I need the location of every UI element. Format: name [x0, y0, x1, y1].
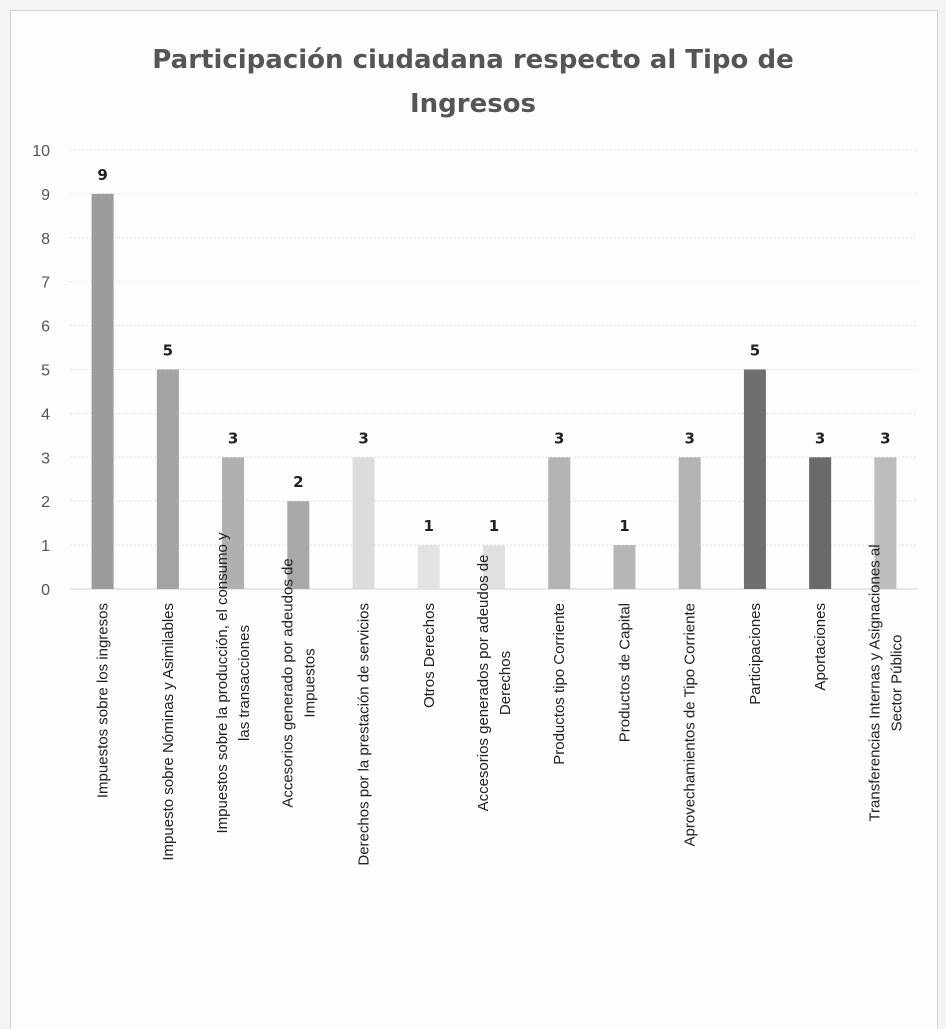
x-tick-label: Otros Derechos: [421, 603, 438, 708]
data-label: 2: [293, 473, 303, 491]
x-tick-label-line: Participaciones: [747, 603, 764, 705]
x-tick-label: Aprovechamientos de Tipo Corriente: [682, 603, 699, 846]
chart-title: Participación ciudadana respecto al Tipo…: [0, 38, 946, 126]
bar: [743, 369, 766, 589]
y-tick-label: 10: [32, 143, 50, 160]
data-label: 1: [619, 517, 629, 535]
x-tick-label: Aportaciones: [812, 603, 829, 691]
bar: [156, 369, 179, 589]
data-labels: 9 5 3 2 3 1 1 3 1 3 5 3 3: [97, 166, 890, 535]
x-tick-label-line: Productos tipo Corriente: [551, 603, 568, 765]
bar: [91, 193, 114, 589]
x-tick-label: Impuestos sobre los ingresos: [95, 603, 112, 798]
y-tick-label: 3: [41, 450, 50, 467]
bars: [91, 193, 897, 589]
data-label: 1: [424, 517, 434, 535]
bar: [287, 501, 310, 589]
x-tick-label-line: Impuestos: [301, 648, 318, 717]
x-tick-label: Transferencias Internas y Asignaciones a…: [866, 544, 905, 821]
x-tick-label-line: Transferencias Internas y Asignaciones a…: [866, 544, 883, 821]
x-tick-label-line: Aportaciones: [812, 603, 829, 691]
bar: [417, 545, 440, 589]
data-label: 3: [815, 429, 825, 447]
data-label: 5: [163, 342, 173, 360]
x-tick-label: Productos tipo Corriente: [551, 603, 568, 765]
x-tick-label-line: Derechos: [497, 651, 514, 715]
gridlines: [70, 149, 918, 546]
bar: [613, 545, 636, 589]
bar: [222, 457, 245, 589]
data-label: 9: [97, 166, 107, 184]
y-tick-label: 8: [41, 231, 50, 248]
x-tick-label-line: Aprovechamientos de Tipo Corriente: [682, 603, 699, 846]
x-tick-label: Impuestos sobre la producción, el consum…: [214, 532, 253, 833]
y-tick-label: 6: [41, 319, 50, 336]
data-label: 3: [684, 429, 694, 447]
bar: [874, 457, 897, 589]
data-label: 3: [228, 429, 238, 447]
x-tick-label-line: Accesorios generado por adeudos de: [279, 558, 296, 807]
data-label: 3: [880, 429, 890, 447]
x-tick-label-line: Productos de Capital: [616, 603, 633, 742]
y-tick-label: 1: [41, 538, 50, 555]
data-label: 3: [554, 429, 564, 447]
x-tick-label: Derechos por la prestación de servicios: [356, 603, 373, 866]
x-tick-label-line: Impuestos sobre la producción, el consum…: [214, 532, 231, 833]
y-tick-label: 4: [41, 406, 50, 423]
y-axis-ticks: 0 1 2 3 4 5 6 7 8 9 10: [32, 143, 50, 599]
bar: [678, 457, 701, 589]
data-label: 1: [489, 517, 499, 535]
y-tick-label: 7: [41, 275, 50, 292]
x-axis-labels: Impuestos sobre los ingresos Impuesto sob…: [95, 532, 906, 866]
x-tick-label-line: las transacciones: [236, 625, 253, 741]
data-label: 5: [750, 342, 760, 360]
x-tick-label-line: Impuestos sobre los ingresos: [95, 603, 112, 798]
x-tick-label-line: Impuesto sobre Nóminas y Asimilables: [160, 603, 177, 861]
x-tick-label: Impuesto sobre Nóminas y Asimilables: [160, 603, 177, 861]
x-tick-label-line: Otros Derechos: [421, 603, 438, 708]
x-tick-label: Accesorios generado por adeudos de Impues…: [279, 558, 318, 807]
x-tick-label: Productos de Capital: [616, 603, 633, 742]
chart-title-text: Participación ciudadana respecto al Tipo…: [152, 45, 794, 119]
x-tick-label: Participaciones: [747, 603, 764, 705]
bar: [483, 545, 505, 589]
bar: [352, 457, 375, 589]
data-label: 3: [358, 429, 368, 447]
x-tick-label: Accesorios generados por adeudos de Derec…: [475, 555, 514, 812]
x-tick-label-line: Accesorios generados por adeudos de: [475, 555, 492, 812]
y-tick-label: 0: [41, 582, 50, 599]
x-tick-label-line: Sector Público: [888, 635, 905, 732]
x-tick-label-line: Derechos por la prestación de servicios: [356, 603, 373, 866]
bar: [809, 457, 832, 589]
y-tick-label: 9: [41, 187, 50, 204]
y-tick-label: 5: [41, 363, 50, 380]
y-tick-label: 2: [41, 494, 50, 511]
bar: [548, 457, 571, 589]
